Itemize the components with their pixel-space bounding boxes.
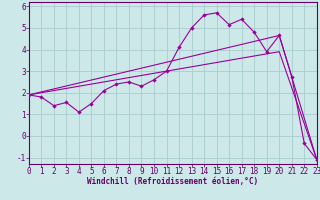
X-axis label: Windchill (Refroidissement éolien,°C): Windchill (Refroidissement éolien,°C) xyxy=(87,177,258,186)
